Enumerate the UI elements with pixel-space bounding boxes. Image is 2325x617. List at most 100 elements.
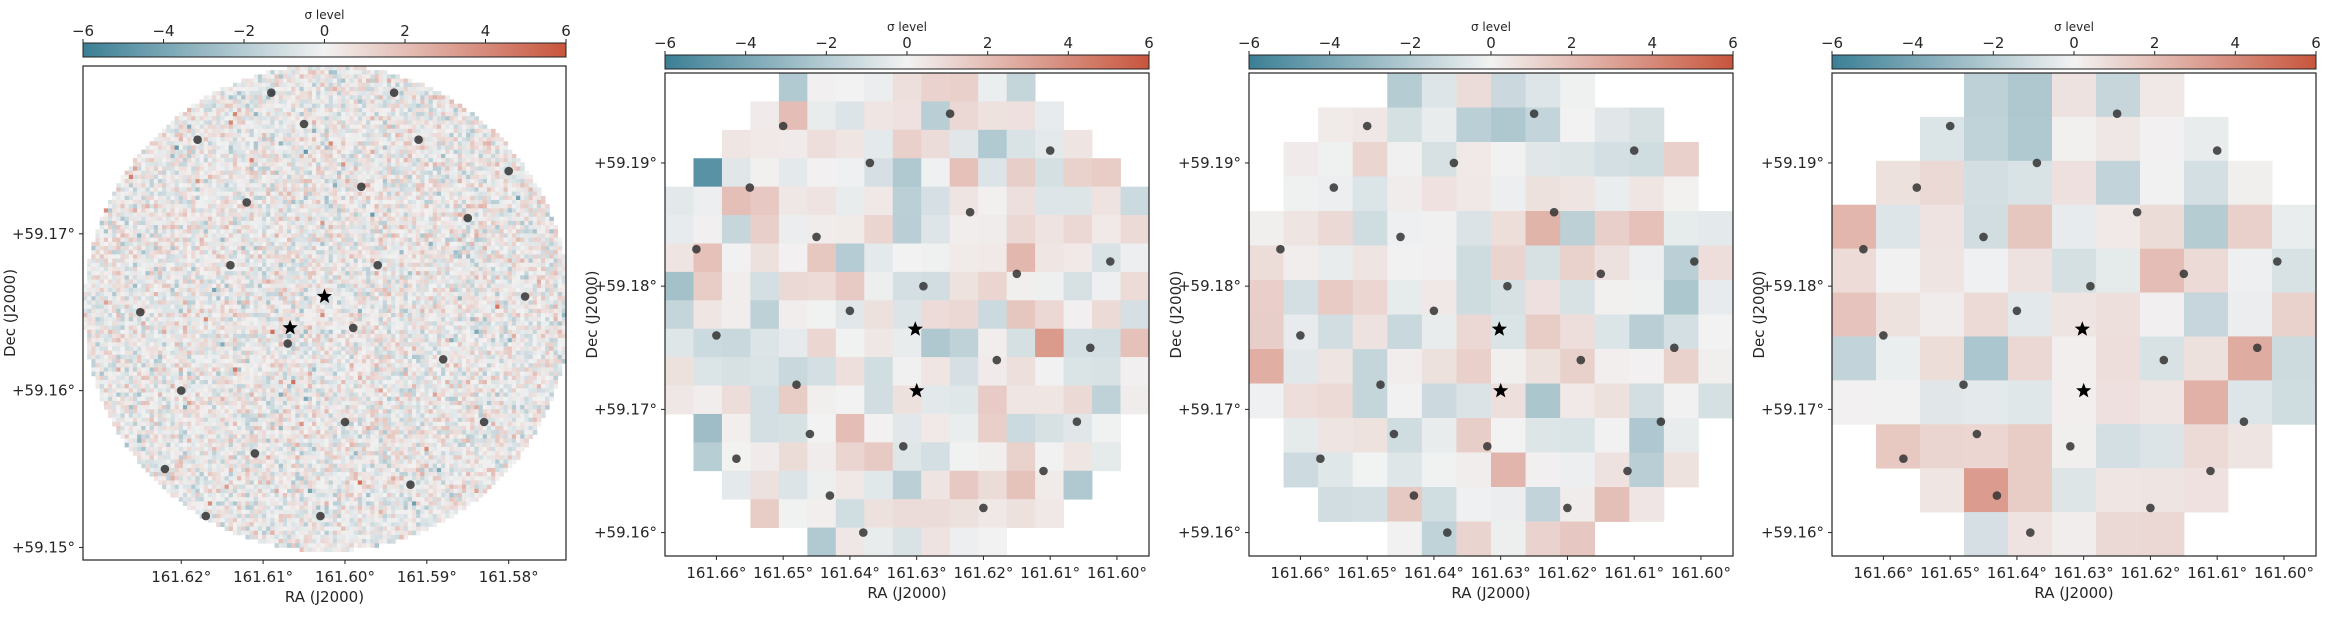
heatmap-cell (262, 145, 267, 151)
heatmap-cell (312, 246, 317, 251)
heatmap-cell (262, 141, 267, 146)
heatmap-cell (266, 70, 271, 75)
heatmap-cell (532, 191, 538, 197)
heatmap-cell (386, 225, 392, 230)
heatmap-cell (424, 166, 429, 172)
heatmap-cell (511, 275, 517, 280)
heatmap-cell (424, 120, 429, 126)
heatmap-cell (182, 195, 188, 201)
heatmap-cell (245, 170, 250, 176)
heatmap-cell (307, 74, 313, 79)
heatmap-cell (99, 283, 105, 289)
heatmap-cell (357, 237, 363, 243)
heatmap-cell (420, 103, 425, 109)
heatmap-cell (266, 158, 271, 163)
heatmap-cell (482, 275, 488, 280)
heatmap-cell (162, 195, 167, 201)
heatmap-cell (503, 233, 509, 239)
heatmap-cell (411, 120, 417, 126)
heatmap-cell (528, 271, 534, 276)
heatmap-cell (466, 271, 471, 276)
heatmap-cell (370, 199, 375, 205)
heatmap-cell (191, 112, 196, 117)
heatmap-cell (232, 174, 238, 180)
heatmap-cell (257, 162, 263, 167)
heatmap-cell (170, 158, 175, 163)
heatmap-cell (511, 258, 517, 264)
heatmap-cell (382, 246, 388, 251)
heatmap-cell (491, 166, 496, 172)
heatmap-cell (395, 220, 400, 226)
heatmap-cell (299, 95, 305, 100)
heatmap-cell (420, 287, 425, 293)
heatmap-cell (349, 258, 355, 264)
heatmap-cell (141, 158, 146, 163)
heatmap-cell (245, 208, 250, 213)
heatmap-cell (357, 82, 363, 88)
heatmap-cell (224, 179, 230, 184)
heatmap-cell (353, 174, 359, 180)
heatmap-cell (449, 225, 454, 230)
heatmap-cell (232, 262, 238, 268)
heatmap-cell (382, 187, 388, 192)
heatmap-cell (357, 254, 363, 259)
heatmap-cell (386, 212, 392, 218)
heatmap-cell (220, 137, 225, 142)
heatmap-cell (120, 279, 126, 285)
heatmap-cell (441, 145, 446, 151)
heatmap-cell (303, 225, 309, 230)
heatmap-cell (99, 229, 105, 234)
heatmap-cell (245, 120, 250, 126)
heatmap-cell (237, 179, 242, 184)
heatmap-cell (403, 212, 409, 218)
heatmap-cell (428, 199, 434, 205)
heatmap-cell (407, 212, 413, 218)
heatmap-cell (507, 191, 513, 197)
heatmap-cell (470, 120, 475, 126)
heatmap-cell (407, 279, 413, 285)
heatmap-cell (478, 174, 484, 180)
heatmap-cell (453, 195, 459, 201)
heatmap-cell (299, 66, 305, 71)
heatmap-cell (457, 233, 463, 239)
heatmap-cell (403, 149, 409, 155)
heatmap-cell (386, 199, 392, 205)
heatmap-cell (241, 225, 246, 230)
heatmap-cell (253, 262, 259, 268)
heatmap-cell (99, 220, 105, 226)
heatmap-cell (274, 220, 280, 226)
heatmap-cell (212, 220, 217, 226)
heatmap-cell (278, 287, 284, 293)
heatmap-cell (203, 116, 209, 121)
heatmap-cell (320, 82, 325, 88)
heatmap-cell (382, 91, 388, 96)
heatmap-cell (241, 262, 246, 268)
heatmap-cell (237, 250, 242, 255)
heatmap-cell (370, 145, 375, 151)
heatmap-cell (428, 86, 434, 92)
heatmap-cell (420, 170, 425, 176)
heatmap-cell (216, 254, 221, 259)
heatmap-cell (416, 279, 421, 285)
heatmap-cell (370, 153, 375, 159)
heatmap-cell (107, 254, 113, 259)
heatmap-cell (195, 246, 200, 251)
heatmap-cell (403, 229, 409, 234)
heatmap-cell (141, 166, 146, 172)
heatmap-cell (528, 208, 534, 213)
heatmap-cell (332, 279, 338, 285)
heatmap-cell (303, 141, 309, 146)
heatmap-cell (241, 258, 246, 264)
heatmap-cell (453, 262, 459, 268)
heatmap-cell (449, 220, 454, 226)
heatmap-cell (482, 195, 488, 201)
heatmap-cell (257, 124, 263, 130)
heatmap-cell (466, 275, 471, 280)
heatmap-cell (137, 225, 142, 230)
heatmap-cell (428, 250, 434, 255)
heatmap-cell (203, 275, 209, 280)
heatmap-cell (411, 208, 417, 213)
heatmap-cell (207, 266, 213, 272)
heatmap-cell (199, 279, 205, 285)
heatmap-cell (382, 279, 388, 285)
